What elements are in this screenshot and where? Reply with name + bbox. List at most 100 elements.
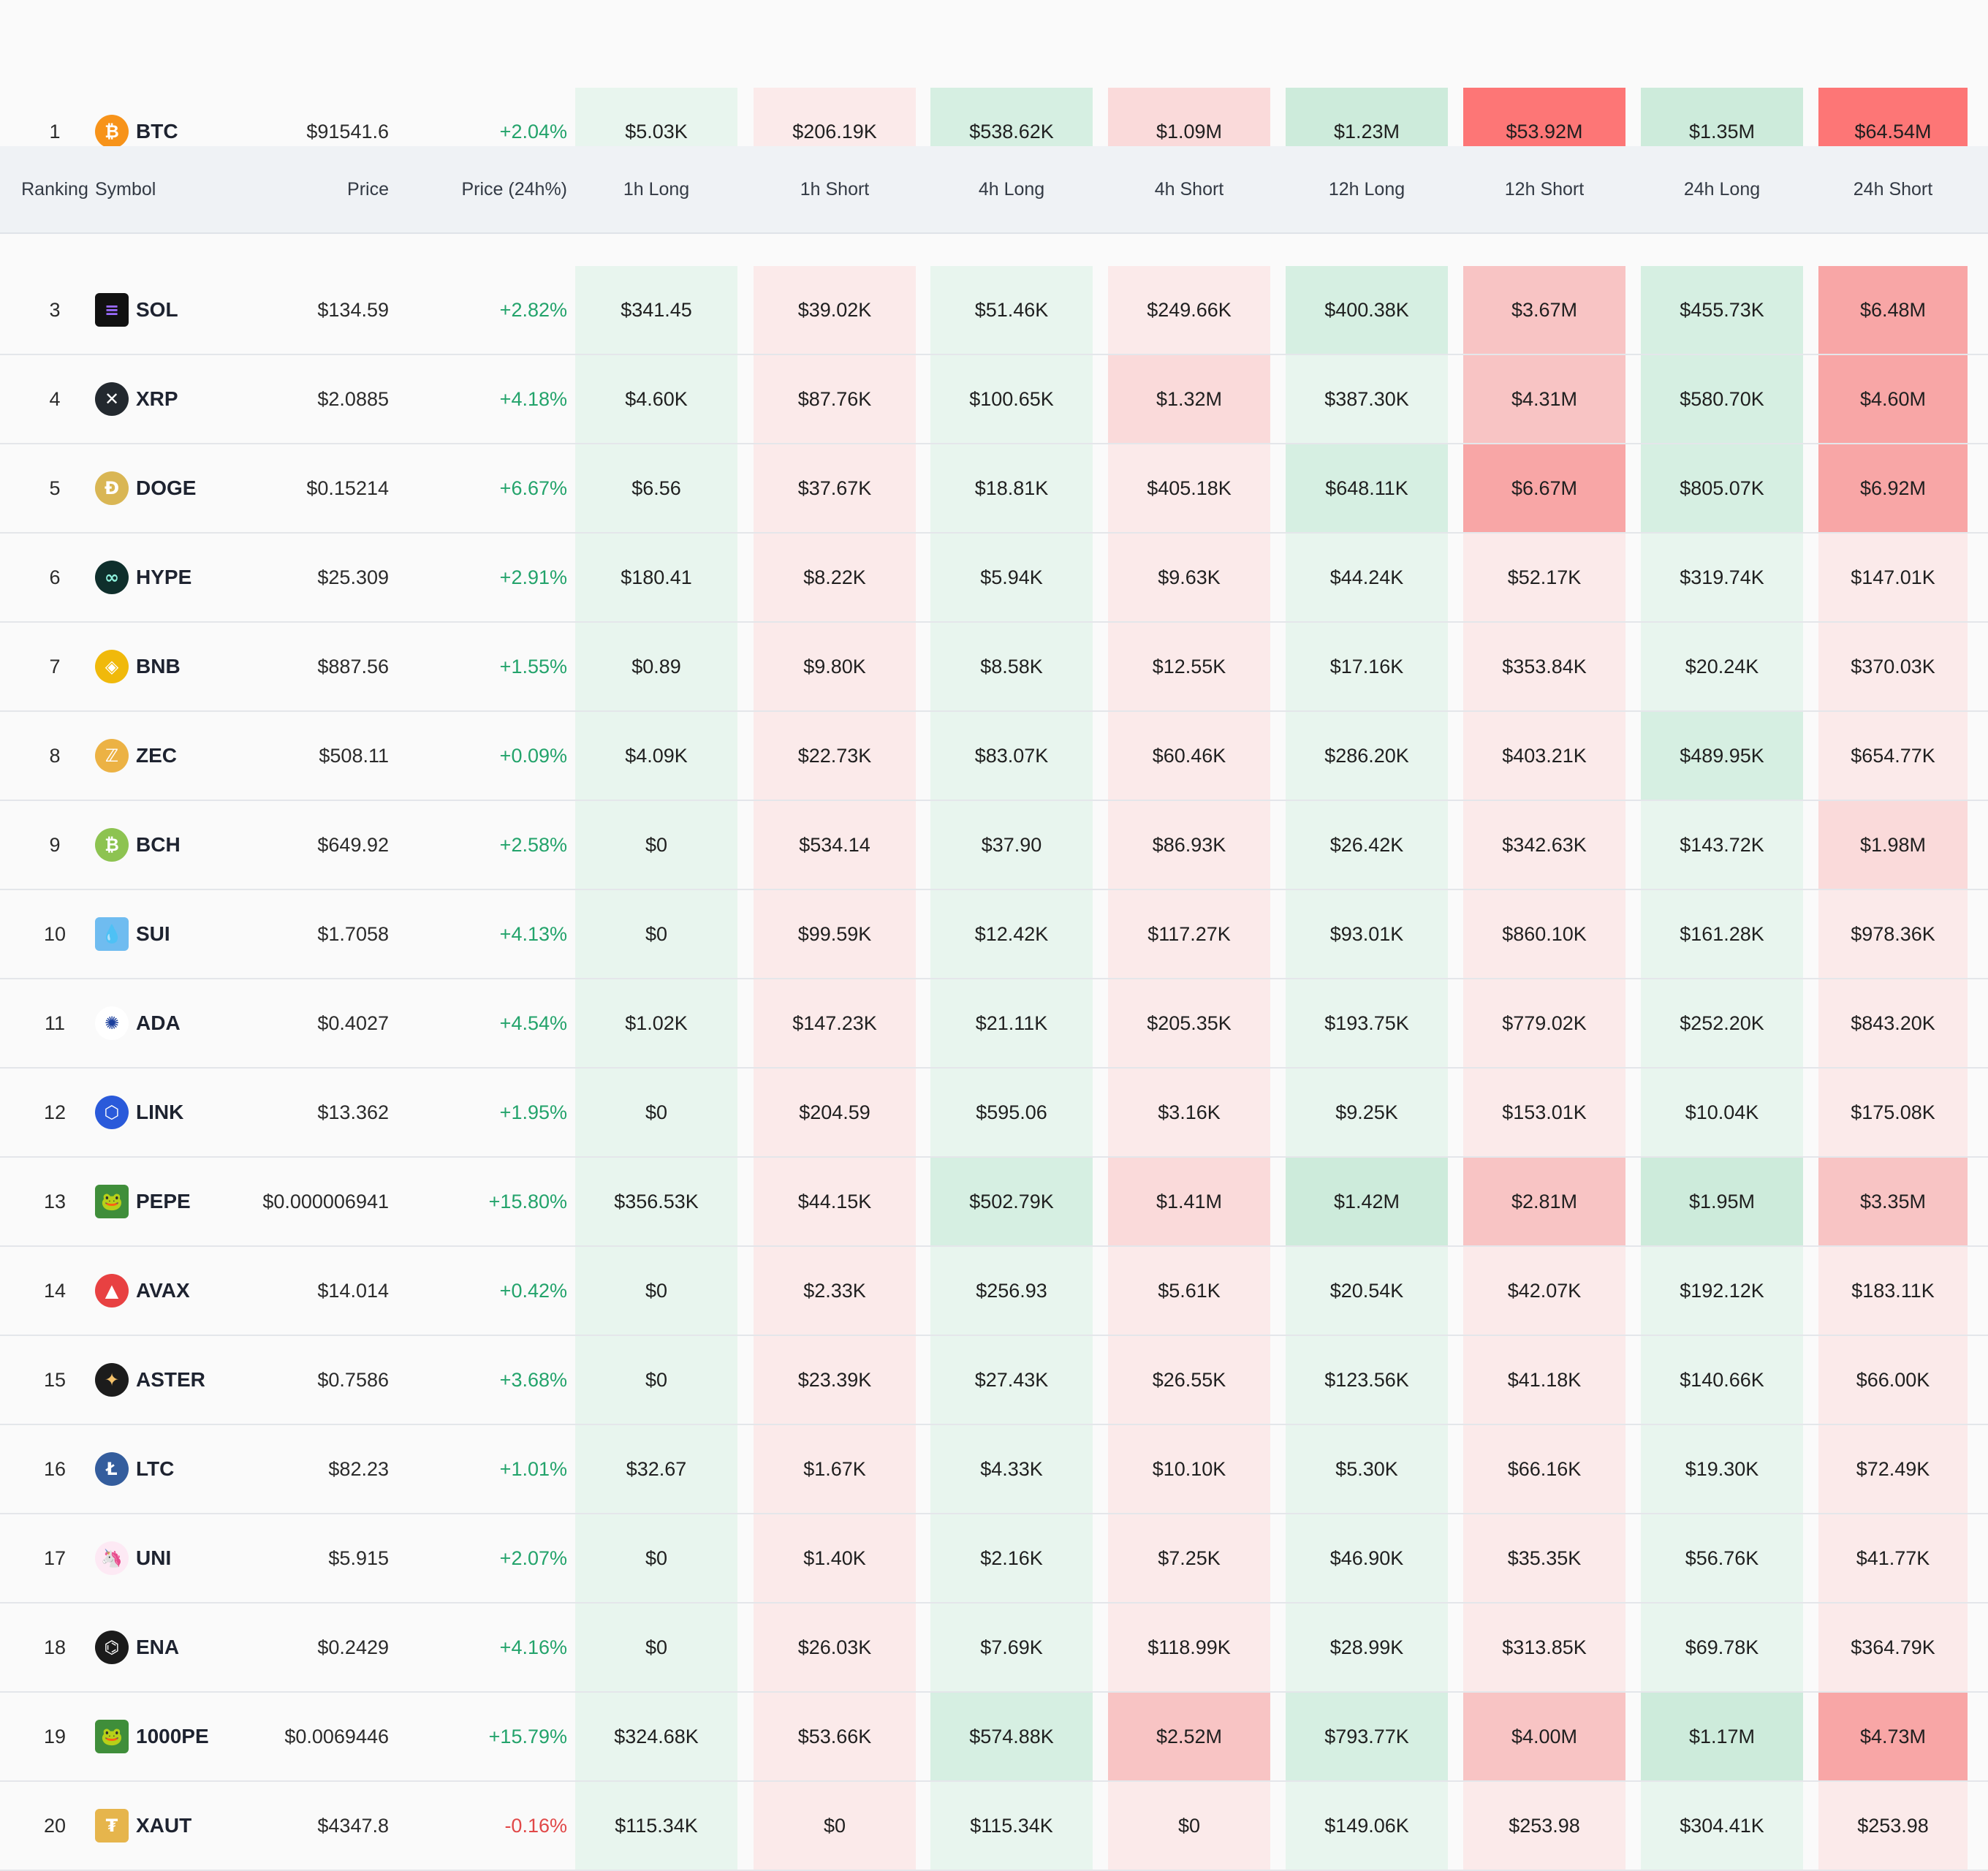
hype-icon: ∞ [95,561,129,594]
table-row[interactable]: 8 ℤ ZEC $508.11 +0.09% $4.09K $22.73K $83.07K $6… [0,712,1988,801]
rank-cell: 3 [49,298,61,321]
table-row[interactable]: 12 ⬡ LINK $13.362 +1.95% $0 $204.59 $595.06 $3.1… [0,1069,1988,1158]
short-liquidation-cell: $204.59 [754,1069,916,1156]
table-row[interactable]: 11 ✺ ADA $0.4027 +4.54% $1.02K $147.23K $21.11K… [0,979,1988,1069]
short-liquidation-cell: $41.18K [1463,1336,1625,1424]
long-liquidation-cell: $123.56K [1286,1336,1448,1424]
price-change-cell: -0.16% [504,1814,567,1837]
long-liquidation-cell: $2.16K [930,1514,1093,1602]
header-symbol[interactable]: Symbol [95,178,156,200]
symbol-cell[interactable]: ⌬ ENA [95,1604,227,1691]
symbol-cell[interactable]: 💧 SUI [95,890,227,978]
symbol-cell[interactable]: ₿ BTC [95,88,227,175]
long-liquidation-cell: $4.09K [575,712,737,800]
long-liquidation-cell: $32.67 [575,1425,737,1513]
short-liquidation-cell: $534.14 [754,801,916,889]
table-row[interactable]: 6 ∞ HYPE $25.309 +2.91% $180.41 $8.22K $5.94K $9… [0,534,1988,623]
table-row[interactable]: 14 ▲ AVAX $14.014 +0.42% $0 $2.33K $256.93 $5.61… [0,1247,1988,1336]
symbol-cell[interactable]: ℤ ZEC [95,712,227,800]
long-liquidation-cell: $193.75K [1286,979,1448,1067]
symbol-cell[interactable]: ✦ ASTER [95,1336,227,1424]
symbol-cell[interactable]: ◈ BNB [95,623,227,710]
header-price-change[interactable]: Price (24h%) [461,178,568,200]
long-liquidation-cell: $27.43K [930,1336,1093,1424]
price-cell: $25.309 [317,566,389,588]
header-1h-long[interactable]: 1h Long [623,178,690,200]
header-24h-long[interactable]: 24h Long [1683,178,1761,200]
short-liquidation-cell: $53.66K [754,1693,916,1780]
price-change-cell: +0.42% [499,1279,567,1302]
symbol-cell[interactable]: 🐸 1000PEPE [95,1693,227,1780]
symbol-cell[interactable]: 🦄 UNI [95,1514,227,1602]
table-row[interactable]: 15 ✦ ASTER $0.7586 +3.68% $0 $23.39K $27.43K $26… [0,1336,1988,1425]
symbol-cell[interactable]: ✕ XRP [95,355,227,443]
long-liquidation-cell: $7.69K [930,1604,1093,1691]
header-24h-short[interactable]: 24h Short [1853,178,1933,200]
symbol-cell[interactable]: ⬡ LINK [95,1069,227,1156]
price-cell: $0.4027 [317,1012,389,1034]
symbol-cell[interactable]: ₮ XAUT [95,1782,227,1870]
table-row[interactable]: 13 🐸 PEPE $0.000006941 +15.80% $356.53K $44.15… [0,1158,1988,1247]
header-4h-long[interactable]: 4h Long [978,178,1045,200]
symbol-label: PEPE [136,1190,191,1212]
ada-icon: ✺ [95,1006,129,1040]
long-liquidation-cell: $319.74K [1641,534,1803,621]
table-row[interactable]: 5 Ð DOGE $0.15214 +6.67% $6.56 $37.67K $18.81K $… [0,444,1988,534]
table-row[interactable]: 9 ₿ BCH $649.92 +2.58% $0 $534.14 $37.90 $86.93K… [0,801,1988,890]
short-liquidation-cell: $405.18K [1108,444,1270,532]
price-cell: $887.56 [317,655,389,678]
table-row[interactable]: 16 Ł LTC $82.23 +1.01% $32.67 $1.67K $4.33K $10.… [0,1425,1988,1514]
symbol-cell[interactable]: Ł LTC [95,1425,227,1513]
table-row[interactable]: 18 ⌬ ENA $0.2429 +4.16% $0 $26.03K $7.69K $118.9… [0,1604,1988,1693]
long-liquidation-cell: $0 [575,801,737,889]
table-row[interactable]: 10 💧 SUI $1.7058 +4.13% $0 $99.59K $12.42K $117.… [0,890,1988,979]
short-liquidation-cell: $253.98 [1818,1782,1968,1870]
symbol-cell[interactable]: ∞ HYPE [95,534,227,621]
symbol-cell[interactable]: ₿ BCH [95,801,227,889]
long-liquidation-cell: $5.94K [930,534,1093,621]
short-liquidation-cell: $0 [754,1782,916,1870]
symbol-cell[interactable]: ✺ ADA [95,979,227,1067]
table-row[interactable]: 17 🦄 UNI $5.915 +2.07% $0 $1.40K $2.16K $7.25K $4… [0,1514,1988,1604]
price-cell: $4347.8 [317,1814,389,1837]
header-ranking[interactable]: Ranking [21,178,88,200]
short-liquidation-cell: $26.03K [754,1604,916,1691]
short-liquidation-cell: $4.31M [1463,355,1625,443]
price-change-cell: +1.01% [499,1457,567,1480]
short-liquidation-cell: $978.36K [1818,890,1968,978]
long-liquidation-cell: $400.38K [1286,266,1448,354]
price-change-cell: +2.82% [499,298,567,321]
header-12h-short[interactable]: 12h Short [1504,178,1585,200]
zec-icon: ℤ [95,739,129,773]
short-liquidation-cell: $3.16K [1108,1069,1270,1156]
table-row[interactable]: 19 🐸 1000PEPE $0.0069446 +15.79% $324.68K$53.… [0,1693,1988,1782]
header-price[interactable]: Price [347,178,389,200]
symbol-label: BCH [136,833,181,856]
symbol-label: AVAX [136,1279,190,1302]
symbol-cell[interactable]: Ð DOGE [95,444,227,532]
long-liquidation-cell: $20.54K [1286,1247,1448,1335]
table-row[interactable]: 7 ◈ BNB $887.56 +1.55% $0.89 $9.80K $8.58K $12.5… [0,623,1988,712]
pepe-icon: 🐸 [95,1185,129,1218]
symbol-cell[interactable]: ▲ AVAX [95,1247,227,1335]
symbol-label: ZEC [136,744,177,767]
long-liquidation-cell: $83.07K [930,712,1093,800]
short-liquidation-cell: $654.77K [1818,712,1968,800]
long-liquidation-cell: $10.04K [1641,1069,1803,1156]
table-row[interactable]: 3 ≡ SOL $134.59 +2.82% $341.45 $39.02K $51.46K $… [0,266,1988,355]
table-header: Ranking Symbol Price Price (24h%) 1h Lon… [0,146,1988,234]
long-liquidation-cell: $93.01K [1286,890,1448,978]
header-4h-short[interactable]: 4h Short [1154,178,1224,200]
table-row[interactable]: 4 ✕ XRP $2.0885 +4.18% $4.60K $87.76K $100.65K $… [0,355,1988,444]
header-12h-long[interactable]: 12h Long [1328,178,1405,200]
symbol-cell[interactable]: 🐸 PEPE [95,1158,227,1245]
symbol-cell[interactable]: ≡ SOL [95,266,227,354]
price-change-cell: +2.04% [499,120,567,143]
header-1h-short[interactable]: 1h Short [800,178,870,200]
long-liquidation-cell: $387.30K [1286,355,1448,443]
short-liquidation-cell: $118.99K [1108,1604,1270,1691]
table-row[interactable]: 20 ₮ XAUT $4347.8 -0.16% $115.34K $0 $115.34K $0… [0,1782,1988,1871]
long-liquidation-cell: $17.16K [1286,623,1448,710]
ena-icon: ⌬ [95,1631,129,1664]
long-liquidation-cell: $256.93 [930,1247,1093,1335]
